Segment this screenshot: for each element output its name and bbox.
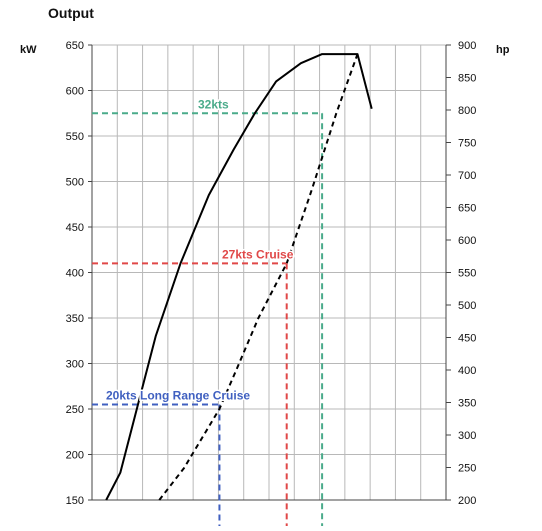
y-right-tick-label: 500 (458, 300, 476, 312)
y-left-tick-label: 400 (66, 268, 84, 280)
y-right-tick-label: 300 (458, 430, 476, 442)
y-right-tick-label: 750 (458, 138, 476, 150)
dashed-series-line (158, 53, 359, 501)
y-right-tick-label: 450 (458, 333, 476, 345)
label-layer: 32kts 27kts Cruise 20kts Long Range Cruise (105, 96, 296, 404)
y-right-tick-label: 700 (458, 170, 476, 182)
y-right-tick-label: 350 (458, 398, 476, 410)
y-left-tick-label: 650 (66, 40, 84, 52)
annotation-label: 20kts Long Range Cruise (106, 388, 250, 402)
y-right-label: hp (496, 44, 510, 56)
y-right-tick-label: 800 (458, 105, 476, 117)
y-right-tick-label: 850 (458, 73, 476, 85)
y-right-tick-label: 200 (458, 495, 476, 507)
axis-layer: 150 200 250 300 350 400 450 500 550 600 650 200 250 3… (66, 40, 477, 507)
guide-layer (92, 112, 324, 526)
series-layer (105, 53, 373, 501)
y-left-tick-label: 200 (66, 450, 84, 462)
y-right-tick-label: 250 (458, 463, 476, 475)
y-left-tick-label: 150 (66, 495, 84, 507)
chart-title: Output (48, 5, 94, 21)
y-right-tick-label: 400 (458, 365, 476, 377)
y-left-tick-label: 350 (66, 313, 84, 325)
y-left-tick-label: 500 (66, 177, 84, 189)
y-right-tick-label: 600 (458, 235, 476, 247)
y-right-tick-label: 550 (458, 268, 476, 280)
y-left-tick-label: 600 (66, 86, 84, 98)
y-right-tick-label: 650 (458, 203, 476, 215)
y-right-tick-label: 900 (458, 40, 476, 52)
annotation-label: 32kts (198, 97, 229, 111)
y-left-tick-label: 450 (66, 222, 84, 234)
annotation-label: 27kts Cruise (222, 247, 294, 261)
y-left-tick-label: 300 (66, 359, 84, 371)
y-left-label: kW (20, 44, 37, 56)
y-left-tick-label: 250 (66, 404, 84, 416)
solid-series-line (105, 53, 373, 501)
y-left-tick-label: 550 (66, 131, 84, 143)
